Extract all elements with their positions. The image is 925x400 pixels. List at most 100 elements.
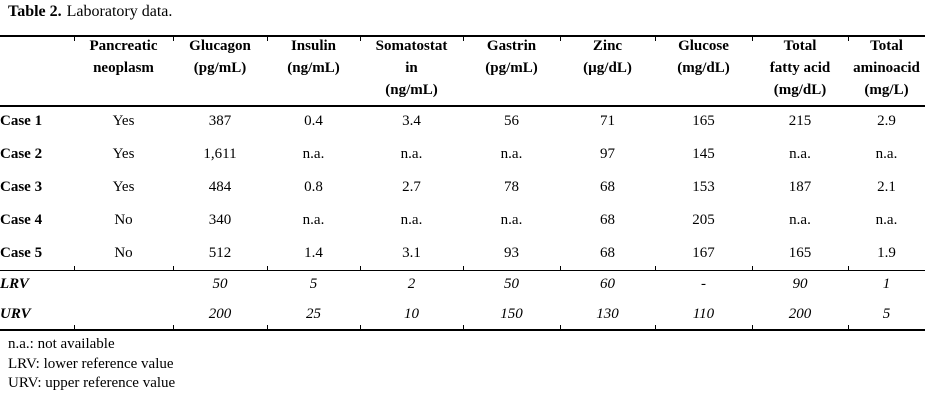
column-tick [560,325,561,329]
table-cell: n.a. [500,212,523,228]
column-tick [752,266,753,270]
table-cell: - [701,276,706,292]
column-header-line: (pg/mL) [485,60,538,76]
column-header-case [0,35,74,105]
column-header-line: Somatostat [375,38,448,54]
table-cell: 205 [692,212,715,228]
column-tick [752,37,753,41]
table-cell: 10 [404,305,419,322]
table-cell: Yes [112,179,135,195]
table-number: Table 2. [8,3,62,20]
table-cell: n.a. [302,212,325,228]
column-header-pancreatic-neoplasm: Pancreatic neoplasm [74,35,173,105]
column-header-line: (ng/mL) [287,60,340,76]
column-header-total-aminoacid: Total aminoacid (mg/L) [848,35,925,105]
column-header-line: neoplasm [93,60,154,76]
row-label: Case 2 [0,146,43,162]
column-header-line: Total [870,38,903,54]
table-rule-above-reference [0,270,925,271]
column-header-line: Glucose [678,38,729,54]
table-cell: No [114,212,133,228]
table-cell: 2.7 [402,179,421,195]
column-tick [74,37,75,41]
column-header-line: Total [783,38,817,54]
table-cell: 110 [692,305,715,322]
column-tick [848,266,849,270]
table-cell: 153 [692,179,715,195]
column-tick [560,266,561,270]
table-row-case-3: Case 3 Yes 484 0.8 2.7 78 68 153 187 2.1 [0,171,925,204]
table-cell: 130 [596,305,619,322]
column-header-glucose: Glucose (mg/dL) [655,35,752,105]
table-rule-header-bottom [0,105,925,107]
table-cell: 1.9 [877,245,896,261]
table-cell: 60 [600,276,615,292]
column-tick [360,37,361,41]
table-cell: 387 [208,113,232,129]
table-cell: n.a. [875,212,898,228]
table-cell: 167 [692,245,715,261]
table-cell [74,299,173,329]
row-label: Case 5 [0,245,43,261]
column-header-line: (µg/dL) [583,60,632,76]
table-cell: 5 [309,276,318,292]
column-tick [655,37,656,41]
column-header-line: Pancreatic [89,38,158,54]
column-tick [752,325,753,329]
table-cell: 68 [600,179,615,195]
column-tick [655,266,656,270]
column-header-line: Insulin [290,38,337,54]
table-row-case-5: Case 5 No 512 1.4 3.1 93 68 167 165 1.9 [0,237,925,270]
table-cell: n.a. [400,212,423,228]
column-tick [74,325,75,329]
table-cell: 200 [208,305,232,322]
table-cell: 3.1 [402,245,421,261]
row-label: URV [0,305,31,322]
column-tick [360,325,361,329]
column-tick [463,325,464,329]
column-header-glucagon: Glucagon (pg/mL) [173,35,267,105]
footnote: URV: upper reference value [8,375,176,391]
column-header-gastrin: Gastrin (pg/mL) [463,35,560,105]
table-cell: 165 [788,245,812,261]
table-cell: 71 [600,113,615,129]
table-row-case-2: Case 2 Yes 1,611 n.a. n.a. n.a. 97 145 n… [0,138,925,171]
column-header-zinc: Zinc (µg/dL) [560,35,655,105]
column-tick [173,325,174,329]
column-header-total-fatty-acid: Total fatty acid (mg/dL) [752,35,848,105]
table-cell: Yes [112,146,135,162]
table-cell: 3.4 [402,113,421,129]
column-tick [463,266,464,270]
table-cell: 2 [407,276,416,292]
column-header-line: (pg/mL) [193,60,247,76]
column-header-line: in [405,60,418,76]
row-label: LRV [0,276,29,292]
table-cell: 97 [600,146,615,162]
table-cell: 5 [882,305,891,322]
row-label: Case 4 [0,212,43,228]
table-cell: 25 [306,305,321,322]
table-rule-bottom [0,329,925,331]
column-header-line: (ng/mL) [385,82,438,98]
table-cell: 68 [600,245,615,261]
table-cell: Yes [112,113,135,129]
table-cell: 150 [500,305,523,322]
column-tick [360,266,361,270]
table-cell: 165 [692,113,715,129]
footnote: LRV: lower reference value [8,355,174,372]
row-label: Case 3 [0,179,43,195]
table-cell: 512 [208,245,232,261]
column-tick [848,325,849,329]
column-header-line: aminoacid [853,60,920,76]
table-row-lrv: LRV 50 5 2 50 60 - 90 1 [0,270,925,299]
column-tick [173,37,174,41]
table-cell: n.a. [789,146,811,162]
column-tick [655,325,656,329]
table-row-case-4: Case 4 No 340 n.a. n.a. n.a. 68 205 n.a.… [0,204,925,237]
column-header-line: fatty acid [769,60,831,76]
column-tick [267,266,268,270]
column-tick [267,37,268,41]
table-cell: 145 [692,146,715,162]
table-cell: 200 [788,305,812,322]
